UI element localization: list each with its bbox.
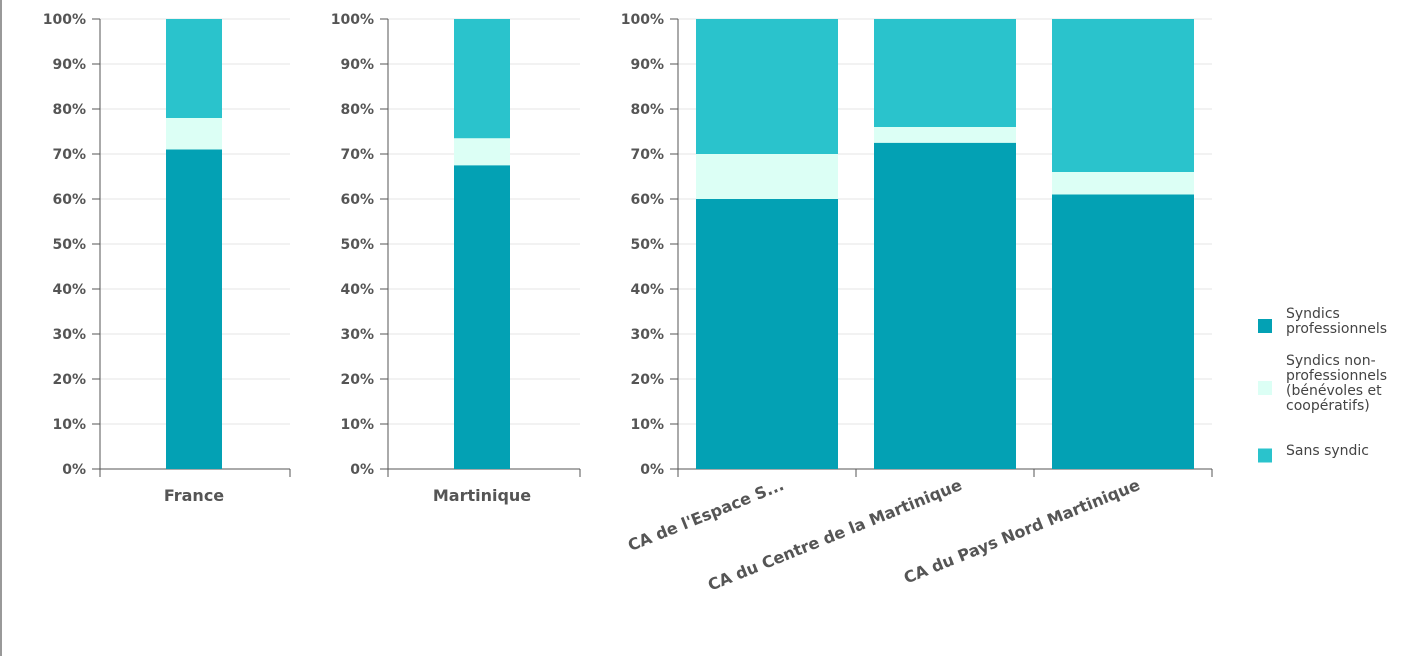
y-tick-label: 80% [340,102,374,118]
y-tick-label: 90% [340,57,374,73]
y-tick-label: 10% [630,417,664,433]
legend-entry-line: Sans syndic [1286,443,1369,459]
y-tick-label: 40% [52,282,86,298]
bar-segment [166,118,222,150]
bar-segment [696,154,838,199]
y-tick-label: 10% [52,417,86,433]
legend-entry[interactable]: Syndics professionnels [1286,306,1387,337]
y-tick-label: 90% [52,57,86,73]
y-tick-label: 0% [350,462,374,478]
x-category-label: France [164,486,224,505]
y-tick-label: 0% [62,462,86,478]
legend-swatch[interactable] [1258,381,1272,395]
y-tick-label: 80% [630,102,664,118]
bar-segment [454,19,510,139]
bar-segment [696,19,838,154]
bar-segment [696,199,838,469]
bar-segment [874,142,1016,469]
x-category-label: CA de l'Espace S... [625,475,786,555]
legend-entry-line: professionnels [1286,321,1387,337]
legend-entry[interactable]: Syndics non-professionnels (bénévoles et c… [1286,353,1387,414]
legend-entry-line: (bénévoles et [1286,383,1382,399]
legend-entry[interactable]: Sans syndic [1286,443,1369,459]
bar-segment [166,149,222,469]
legend-swatch[interactable] [1258,448,1272,463]
y-tick-label: 80% [52,102,86,118]
y-tick-label: 20% [630,372,664,388]
bar-segment [874,19,1016,127]
bar-segment [1052,19,1194,172]
y-tick-label: 60% [52,192,86,208]
y-tick-label: 60% [340,192,374,208]
y-tick-label: 30% [52,327,86,343]
legend-swatch[interactable] [1258,319,1272,333]
legend-entry-line: coopératifs) [1286,398,1370,414]
bar-segment [454,165,510,469]
y-tick-label: 30% [630,327,664,343]
y-tick-label: 60% [630,192,664,208]
bar-segment [1052,172,1194,195]
x-category-label: Martinique [433,486,531,505]
y-tick-label: 100% [331,12,374,28]
y-tick-label: 90% [630,57,664,73]
y-tick-label: 30% [340,327,374,343]
y-tick-label: 40% [340,282,374,298]
legend-entry-line: professionnels [1286,368,1387,384]
y-tick-label: 40% [630,282,664,298]
y-tick-label: 50% [52,237,86,253]
bar-segment [874,127,1016,143]
y-tick-label: 70% [630,147,664,163]
legend-entry-line: Syndics non- [1286,353,1376,369]
y-tick-label: 0% [640,462,664,478]
bar-segment [166,19,222,118]
y-tick-label: 20% [52,372,86,388]
y-tick-label: 100% [43,12,86,28]
y-tick-label: 70% [52,147,86,163]
bar-segment [454,138,510,166]
y-tick-label: 100% [621,12,664,28]
bar-segment [1052,194,1194,469]
y-tick-label: 10% [340,417,374,433]
y-tick-label: 50% [630,237,664,253]
y-tick-label: 70% [340,147,374,163]
legend-entry-line: Syndics [1286,306,1340,322]
y-tick-label: 20% [340,372,374,388]
y-tick-label: 50% [340,237,374,253]
